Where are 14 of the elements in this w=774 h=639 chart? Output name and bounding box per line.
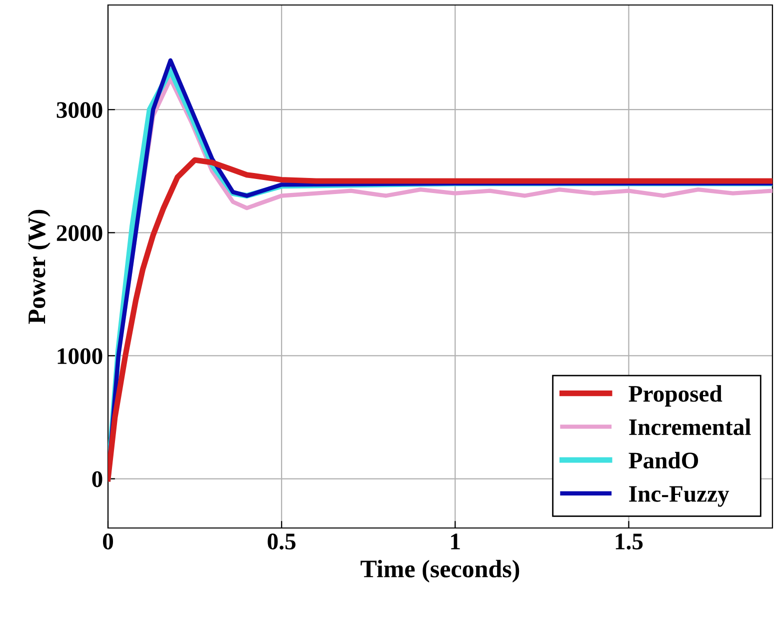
x-tick-label: 0 bbox=[102, 534, 114, 550]
y-tick-label: 2000 bbox=[56, 225, 102, 242]
x-tick-label: 1.5 bbox=[616, 534, 643, 550]
legend-label: Inc-Fuzzy bbox=[629, 486, 730, 507]
y-axis-title: Power (W) bbox=[28, 210, 50, 324]
x-axis-title: Time (seconds) bbox=[360, 560, 520, 582]
x-tick-label: 0.5 bbox=[268, 534, 296, 550]
y-tick-label: 3000 bbox=[56, 102, 102, 118]
y-tick-label: 0 bbox=[92, 471, 102, 488]
x-tick-label: 1 bbox=[451, 534, 460, 550]
legend-label: PandO bbox=[628, 452, 698, 469]
legend-label: Proposed bbox=[628, 385, 722, 407]
legend-label: Incremental bbox=[629, 418, 751, 436]
y-tick-label: 1000 bbox=[58, 348, 102, 364]
